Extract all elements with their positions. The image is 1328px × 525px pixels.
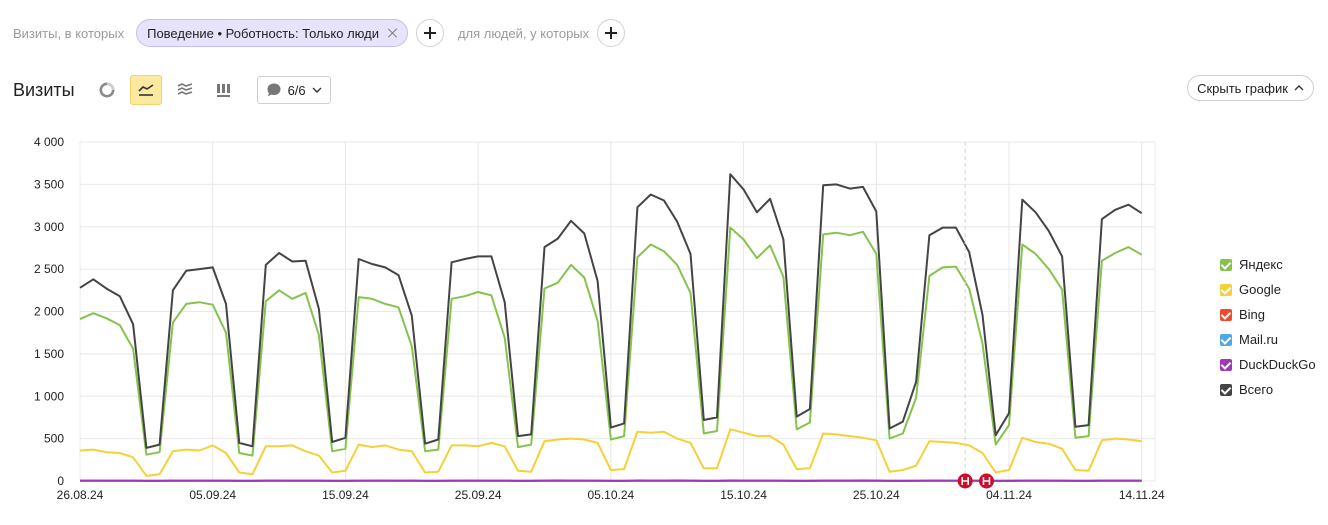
legend-label: DuckDuckGo (1239, 357, 1316, 372)
line-chart-icon (137, 84, 154, 96)
series-line (79, 226, 1143, 457)
chevron-up-icon (1294, 85, 1304, 91)
legend-item[interactable]: Mail.ru (1220, 327, 1316, 352)
x-tick-label: 15.10.24 (720, 488, 767, 502)
legend-label: Google (1239, 282, 1281, 297)
legend-label: Всего (1239, 382, 1274, 397)
legend-label: Bing (1239, 307, 1266, 322)
visits-filter-label: Визиты, в которых (13, 25, 125, 41)
hide-chart-button[interactable]: Скрыть график (1187, 75, 1314, 101)
hide-chart-label: Скрыть график (1197, 80, 1288, 96)
bar-chart-button[interactable] (208, 75, 240, 105)
y-tick-label: 1 000 (34, 389, 64, 403)
pie-chart-icon (99, 82, 115, 98)
notes-count: 6/6 (287, 82, 306, 98)
legend-item[interactable]: DuckDuckGo (1220, 352, 1316, 377)
stacked-bar-icon (216, 84, 230, 97)
y-tick-label: 0 (57, 474, 64, 488)
holiday-marker-glyph (982, 477, 991, 485)
chart-toolbar: Визиты 6/6 (13, 74, 331, 106)
y-tick-label: 3 500 (34, 177, 64, 191)
y-tick-label: 4 000 (34, 135, 64, 149)
checkbox-icon[interactable] (1220, 258, 1232, 271)
legend-item[interactable]: Всего (1220, 377, 1316, 402)
people-filter-label: для людей, у которых (457, 25, 590, 41)
holiday-marker-glyph (961, 477, 969, 485)
segment-filter-bar: Визиты, в которых Поведение • Роботность… (13, 18, 626, 48)
checkbox-icon[interactable] (1220, 308, 1232, 321)
checkbox-icon[interactable] (1220, 283, 1232, 296)
holiday-marker-icon[interactable] (957, 473, 973, 489)
line-chart-button[interactable] (129, 75, 162, 105)
close-icon[interactable] (387, 27, 399, 39)
add-visit-condition-button[interactable] (415, 19, 444, 47)
y-tick-label: 500 (44, 432, 64, 446)
robot-filter-chip[interactable]: Поведение • Роботность: Только люди (136, 19, 408, 47)
x-tick-label: 14.11.24 (1119, 488, 1165, 502)
area-chart-button[interactable] (169, 75, 201, 105)
legend-item[interactable]: Google (1220, 277, 1316, 302)
y-tick-label: 2 500 (34, 262, 64, 276)
x-tick-label: 05.09.24 (189, 488, 236, 502)
comment-icon (267, 83, 281, 97)
x-tick-label: 25.10.24 (853, 488, 900, 502)
x-tick-label: 15.09.24 (322, 488, 369, 502)
section-title: Визиты (13, 79, 75, 100)
legend-label: Mail.ru (1239, 332, 1279, 347)
visits-line-chart: 0 500 1 000 1 500 2 000 2 500 3 000 3 500 4 000 2… (34, 135, 1165, 502)
pie-chart-button[interactable] (91, 75, 123, 105)
checkbox-icon[interactable] (1220, 358, 1232, 371)
y-tick-label: 1 500 (34, 347, 64, 361)
legend-item[interactable]: Bing (1220, 302, 1316, 327)
holiday-marker-icon[interactable] (978, 473, 994, 489)
notes-dropdown[interactable]: 6/6 (256, 76, 331, 104)
legend-label: Яндекс (1239, 257, 1283, 272)
chevron-down-icon (312, 87, 322, 93)
x-tick-label: 05.10.24 (588, 488, 635, 502)
x-tick-label: 25.09.24 (455, 488, 502, 502)
add-people-condition-button[interactable] (597, 19, 626, 47)
stacked-area-icon (177, 83, 192, 95)
checkbox-icon[interactable] (1220, 383, 1232, 396)
robot-filter-chip-label: Поведение • Роботность: Только люди (147, 25, 379, 41)
y-tick-label: 3 000 (34, 220, 64, 234)
chart-legend: Яндекс Google Bing Mail.ru DuckDuckGo Всего (1220, 252, 1316, 402)
x-tick-label: 26.08.24 (57, 488, 104, 502)
x-tick-label: 04.11.24 (986, 488, 1032, 502)
y-tick-label: 2 000 (34, 305, 64, 319)
checkbox-icon[interactable] (1220, 333, 1232, 346)
legend-item[interactable]: Яндекс (1220, 252, 1316, 277)
